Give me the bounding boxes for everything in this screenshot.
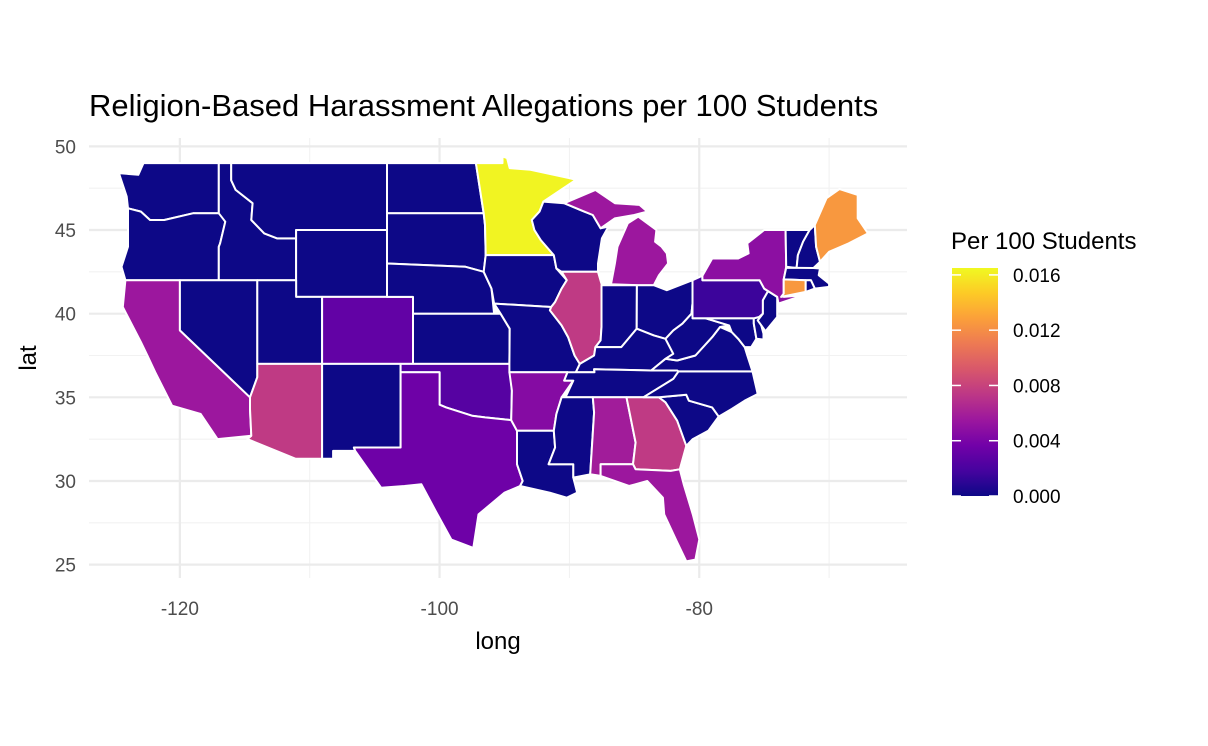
- y-axis-title: lat: [15, 345, 42, 371]
- legend-colorbar: [952, 268, 998, 496]
- state-rhode-island: [804, 279, 816, 293]
- state-michigan: [610, 215, 670, 287]
- legend-tick-label: 0.016: [1013, 266, 1061, 287]
- state-south-dakota: [386, 212, 487, 273]
- y-tick-label: 50: [55, 137, 76, 158]
- x-tick-label: -100: [421, 599, 459, 620]
- state-wyoming: [295, 229, 388, 298]
- state-north-dakota: [386, 162, 485, 215]
- y-tick-label: 45: [55, 221, 76, 242]
- state-texas: [352, 371, 524, 549]
- x-tick-label: -120: [161, 599, 199, 620]
- y-tick-label: 40: [55, 305, 76, 326]
- state-pennsylvania: [691, 274, 770, 320]
- state-kansas: [412, 312, 511, 365]
- x-axis-ticks: -120 -100 -80: [161, 599, 713, 620]
- legend-tick-label: 0.000: [1013, 487, 1061, 508]
- y-tick-label: 30: [55, 472, 76, 493]
- state-connecticut: [780, 278, 807, 298]
- y-tick-label: 25: [55, 556, 76, 577]
- states-layer: [117, 155, 869, 563]
- legend-tick-label: 0.008: [1013, 376, 1061, 397]
- legend-ticks: 0.000 0.004 0.008 0.012 0.016: [952, 266, 1061, 508]
- y-axis-ticks: 25 30 35 40 45 50: [55, 137, 76, 576]
- state-michigan-up: [563, 188, 649, 230]
- state-oregon: [120, 207, 227, 282]
- y-tick-label: 35: [55, 388, 76, 409]
- chart-title: Religion-Based Harassment Allegations pe…: [89, 88, 878, 123]
- legend: Per 100 Students 0.0000.0040.0080.0120.0…: [951, 228, 1136, 508]
- x-tick-label: -80: [686, 599, 713, 620]
- legend-tick-label: 0.012: [1013, 321, 1061, 342]
- x-axis-title: long: [475, 628, 520, 655]
- state-colorado: [321, 295, 414, 365]
- legend-title: Per 100 Students: [951, 228, 1136, 255]
- legend-tick-label: 0.004: [1013, 432, 1061, 453]
- state-maine: [813, 188, 869, 263]
- state-new-mexico: [321, 362, 402, 460]
- state-arizona: [246, 362, 324, 460]
- state-florida: [599, 463, 701, 563]
